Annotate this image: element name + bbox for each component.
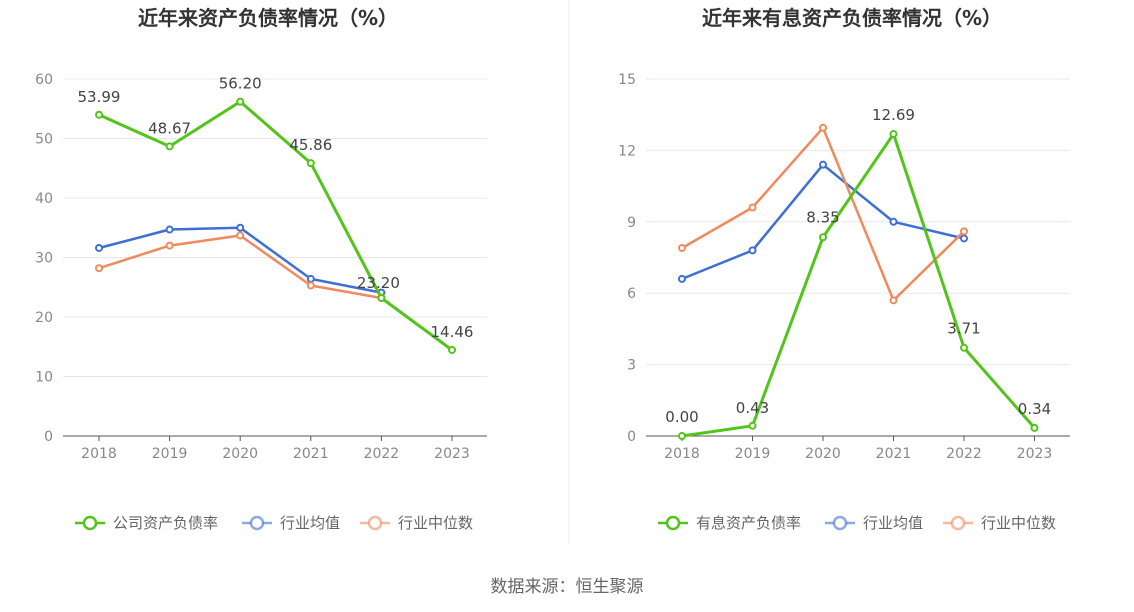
data-point-primary — [889, 129, 898, 138]
data-label: 48.67 — [148, 119, 191, 137]
data-point-mean — [95, 243, 103, 252]
data-label: 56.20 — [219, 75, 262, 93]
data-label: 0.34 — [1018, 400, 1051, 418]
data-label: 12.69 — [872, 106, 915, 124]
legend-label-median: 行业中位数 — [398, 514, 473, 532]
y-tick-label: 3 — [627, 358, 636, 374]
legend-marker-primary — [665, 515, 681, 531]
legend-label-mean: 行业均值 — [280, 514, 340, 532]
data-point-mean — [819, 160, 827, 169]
x-tick-label: 2018 — [81, 446, 117, 462]
data-point-median — [889, 296, 898, 305]
series-line-primary — [97, 100, 454, 352]
x-tick-label: 2023 — [1017, 446, 1053, 462]
asset-liability-chart: 近年来资产负债率情况（%） 0 10 20 30 40 50 60 2018 2019 2020 20… — [35, 6, 487, 532]
data-point-primary — [448, 345, 456, 354]
y-tick-label: 30 — [35, 251, 53, 267]
data-label: 23.20 — [357, 274, 400, 292]
data-point-primary — [960, 343, 968, 352]
data-label: 53.99 — [78, 88, 121, 106]
data-point-mean — [889, 217, 898, 226]
data-point-primary — [678, 432, 686, 440]
y-tick-label: 6 — [627, 286, 636, 302]
data-point-mean — [236, 223, 245, 232]
data-point-mean — [306, 274, 315, 283]
y-tick-label: 12 — [618, 143, 636, 159]
x-tick-label: 2018 — [664, 446, 700, 462]
legend-marker-mean — [832, 515, 848, 531]
data-point-primary — [236, 97, 245, 106]
data-point-primary — [1030, 423, 1039, 432]
chart-title: 近年来资产负债率情况（%） — [138, 6, 398, 30]
y-tick-label: 0 — [44, 429, 53, 445]
data-point-primary — [819, 233, 827, 242]
x-tick-label: 2020 — [805, 446, 841, 462]
legend-label-median: 行业中位数 — [981, 514, 1056, 532]
series-line-primary — [680, 132, 1036, 438]
data-point-primary — [377, 293, 386, 302]
data-point-median — [960, 227, 968, 236]
y-tick-label: 20 — [35, 310, 53, 326]
x-tick-label: 2020 — [222, 446, 258, 462]
chart-title: 近年来有息资产负债率情况（%） — [702, 6, 1002, 30]
y-tick-label: 0 — [627, 429, 636, 445]
data-point-median — [236, 231, 245, 240]
data-point-median — [748, 203, 757, 212]
data-label: 8.35 — [806, 208, 839, 226]
x-tick-label: 2022 — [946, 446, 982, 462]
data-label: 0.43 — [736, 399, 769, 417]
legend-marker-median — [950, 515, 966, 531]
series-line-median — [97, 234, 383, 300]
x-tick-label: 2021 — [293, 446, 329, 462]
legend-label-primary: 公司资产负债率 — [113, 514, 218, 532]
y-tick-label: 60 — [35, 72, 53, 88]
data-point-primary — [165, 142, 174, 151]
legend-label-primary: 有息资产负债率 — [696, 514, 801, 532]
data-label: 0.00 — [665, 408, 698, 426]
legend-label-mean: 行业均值 — [863, 514, 923, 532]
x-tick-label: 2019 — [152, 446, 188, 462]
data-point-primary — [306, 159, 315, 168]
legend-marker-mean — [249, 515, 265, 531]
data-source-label: 数据来源：恒生聚源 — [491, 577, 644, 597]
x-tick-label: 2021 — [876, 446, 912, 462]
data-label: 45.86 — [289, 136, 332, 154]
data-label: 14.46 — [431, 323, 474, 341]
data-point-median — [678, 243, 686, 252]
interest-bearing-liability-chart: 近年来有息资产负债率情况（%） 0 3 6 9 12 15 2018 2019 2020 2021 2… — [618, 6, 1070, 532]
data-point-median — [165, 241, 174, 250]
data-point-median — [95, 264, 103, 273]
data-point-median — [306, 281, 315, 290]
x-tick-label: 2019 — [735, 446, 771, 462]
y-tick-label: 10 — [35, 370, 53, 386]
y-tick-label: 15 — [618, 72, 636, 88]
data-point-mean — [678, 274, 686, 283]
legend-marker-median — [367, 515, 383, 531]
data-point-primary — [748, 421, 757, 430]
data-point-median — [819, 123, 827, 132]
data-point-mean — [748, 246, 757, 255]
data-point-mean — [960, 234, 968, 243]
legend-marker-primary — [82, 515, 98, 531]
data-point-mean — [165, 225, 174, 234]
x-tick-label: 2022 — [364, 446, 400, 462]
x-tick-label: 2023 — [434, 446, 470, 462]
data-point-primary — [95, 110, 103, 119]
y-tick-label: 9 — [627, 215, 636, 231]
data-label: 3.71 — [947, 320, 980, 338]
y-tick-label: 40 — [35, 191, 53, 207]
y-tick-label: 50 — [35, 132, 53, 148]
